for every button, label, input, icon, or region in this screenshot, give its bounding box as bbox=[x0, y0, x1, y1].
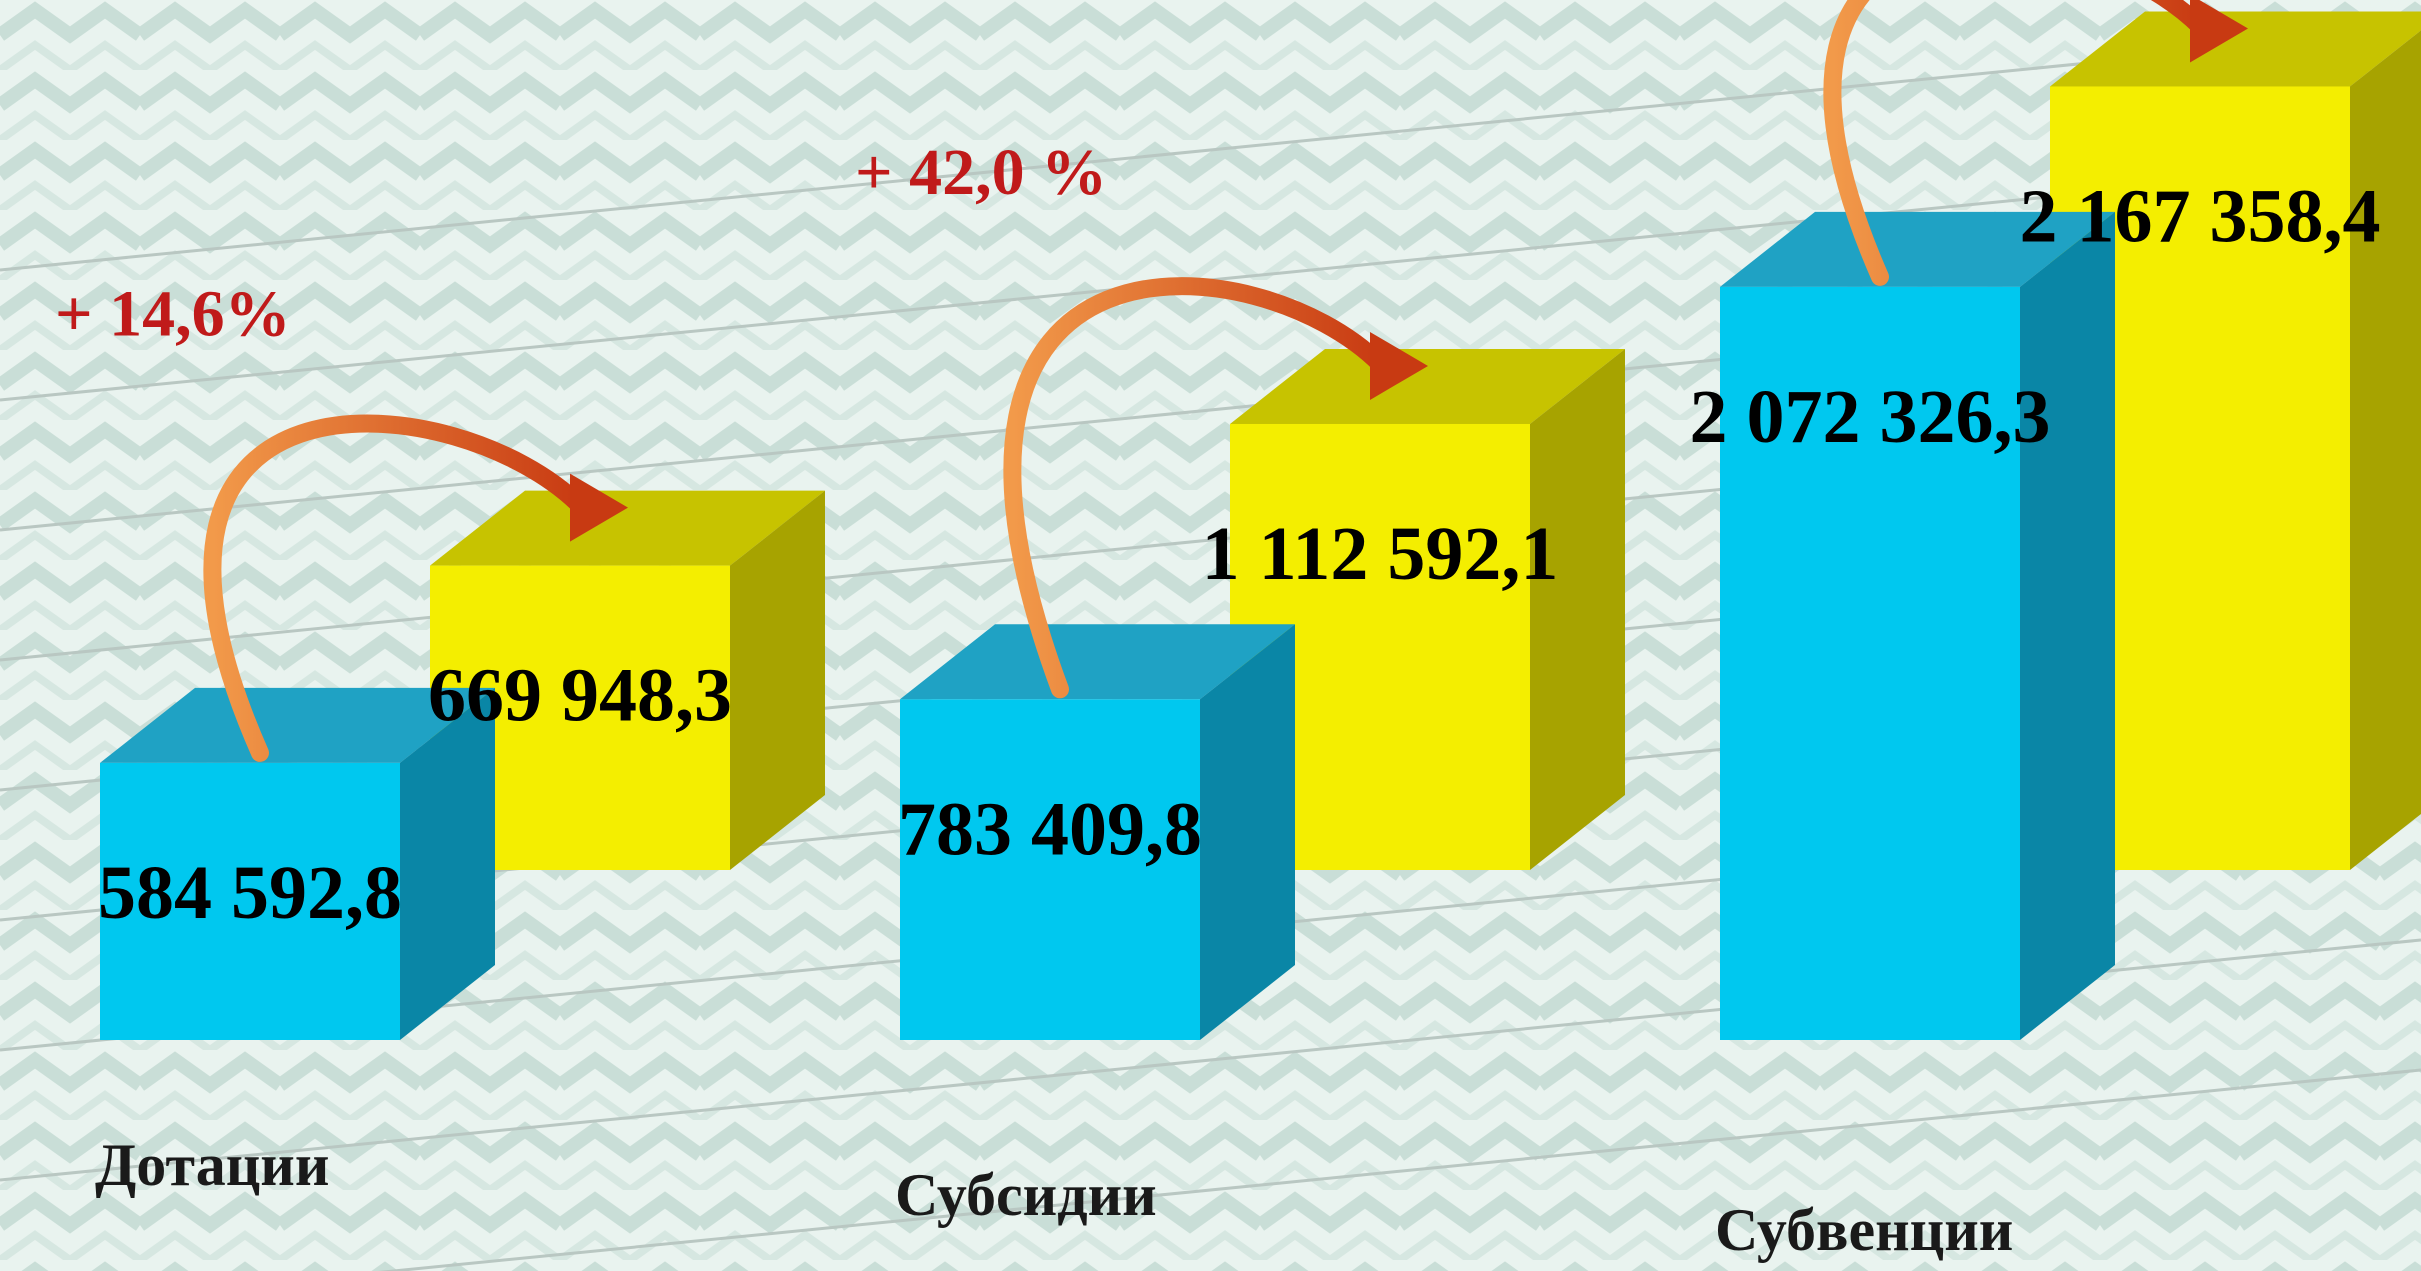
growth-label-1: + 42,0 % bbox=[855, 136, 1107, 209]
value-label-s1-2: 2 167 358,4 bbox=[2020, 174, 2381, 258]
value-label-s1-1: 1 112 592,1 bbox=[1202, 512, 1559, 596]
bar-s0-2 bbox=[1720, 212, 2115, 1040]
value-label-s1-0: 669 948,3 bbox=[428, 654, 732, 738]
value-label-s0-1: 783 409,8 bbox=[898, 787, 1202, 871]
category-label-0: Дотации bbox=[95, 1132, 329, 1198]
bar-side bbox=[2020, 212, 2115, 1040]
bar-side bbox=[1530, 349, 1625, 870]
value-label-s0-2: 2 072 326,3 bbox=[1690, 375, 2051, 459]
growth-label-0: + 14,6% bbox=[55, 278, 291, 351]
category-label-2: Субвенции bbox=[1715, 1197, 2013, 1263]
category-label-1: Субсидии bbox=[895, 1162, 1157, 1228]
value-label-s0-0: 584 592,8 bbox=[98, 851, 402, 935]
bar-side bbox=[2350, 11, 2421, 870]
